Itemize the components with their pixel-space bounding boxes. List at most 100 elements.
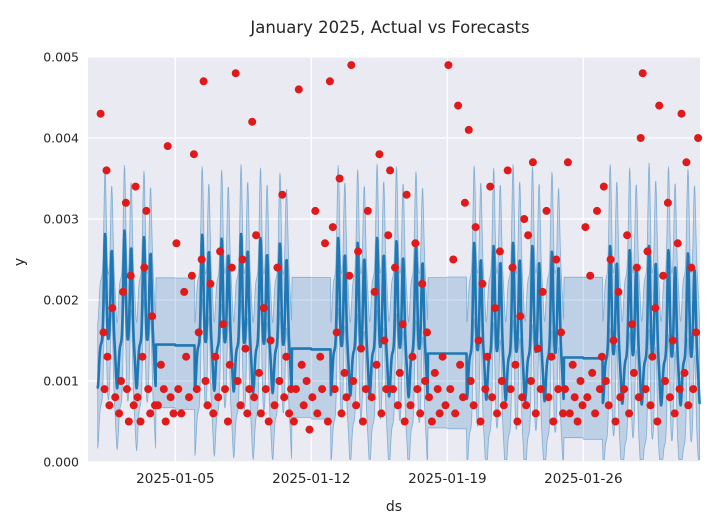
- actual-data-point: [119, 287, 127, 296]
- actual-data-point: [124, 417, 133, 426]
- actual-data-point: [476, 417, 485, 426]
- actual-data-point: [629, 368, 638, 377]
- actual-data-point: [347, 61, 356, 70]
- y-tick-label: 0.001: [43, 374, 79, 389]
- actual-data-point: [100, 385, 109, 394]
- actual-data-point: [478, 279, 487, 288]
- actual-data-point: [641, 385, 650, 394]
- actual-data-point: [435, 409, 444, 418]
- actual-data-point: [425, 393, 433, 402]
- actual-data-point: [345, 271, 354, 280]
- actual-data-point: [495, 247, 504, 256]
- actual-data-point: [692, 328, 701, 337]
- actual-data-point: [402, 190, 411, 199]
- actual-data-point: [115, 409, 124, 418]
- actual-data-point: [454, 101, 463, 110]
- actual-data-point: [503, 166, 512, 175]
- actual-data-point: [133, 393, 142, 402]
- actual-data-point: [252, 231, 261, 240]
- actual-data-point: [689, 385, 698, 394]
- actual-data-point: [380, 336, 389, 345]
- actual-data-point: [363, 206, 372, 215]
- actual-data-point: [491, 304, 499, 313]
- y-tick-label: 0.003: [43, 212, 79, 227]
- actual-data-point: [99, 328, 108, 337]
- actual-data-point: [565, 409, 574, 418]
- actual-data-point: [561, 385, 569, 394]
- actual-data-point: [601, 377, 610, 385]
- actual-data-point: [438, 352, 447, 361]
- actual-data-point: [161, 417, 170, 426]
- actual-data-point: [559, 409, 567, 418]
- actual-data-point: [275, 377, 284, 385]
- actual-data-point: [599, 182, 608, 191]
- actual-data-point: [156, 360, 165, 369]
- x-tick-label: 2025-01-19: [408, 471, 486, 487]
- actual-data-point: [172, 239, 181, 248]
- actual-data-point: [330, 385, 339, 394]
- actual-data-point: [372, 360, 381, 369]
- actual-data-point: [245, 385, 254, 394]
- actual-data-point: [460, 198, 469, 207]
- actual-data-point: [441, 401, 450, 410]
- actual-data-point: [219, 320, 227, 329]
- actual-data-point: [375, 150, 384, 159]
- actual-data-point: [261, 385, 270, 394]
- y-tick-labels: 0.000 0.001 0.002 0.003 0.004 0.005: [43, 50, 79, 470]
- actual-data-point: [677, 109, 686, 118]
- actual-data-point: [203, 401, 212, 410]
- actual-data-point: [264, 417, 273, 426]
- actual-data-point: [597, 352, 606, 361]
- actual-data-point: [406, 401, 415, 410]
- actual-data-point: [536, 385, 545, 394]
- actual-data-point: [581, 223, 590, 232]
- actual-data-point: [632, 263, 641, 272]
- actual-data-point: [273, 263, 282, 272]
- actual-data-point: [595, 385, 604, 394]
- actual-data-point: [163, 142, 172, 151]
- y-tick-label: 0.002: [43, 293, 79, 308]
- actual-data-point: [211, 352, 220, 361]
- actual-data-point: [377, 409, 386, 418]
- actual-data-point: [655, 101, 664, 110]
- actual-data-point: [614, 287, 623, 296]
- actual-data-point: [459, 393, 467, 402]
- actual-data-point: [209, 409, 218, 418]
- actual-data-point: [146, 409, 155, 418]
- actual-data-point: [206, 279, 215, 288]
- actual-data-point: [524, 231, 533, 240]
- actual-data-point: [675, 385, 684, 394]
- actual-data-point: [223, 417, 232, 426]
- actual-data-point: [606, 255, 615, 264]
- actual-data-point: [194, 328, 203, 337]
- actual-data-point: [243, 409, 252, 418]
- actual-data-point: [588, 368, 597, 377]
- actual-data-point: [342, 393, 351, 402]
- actual-data-point: [466, 377, 475, 385]
- actual-data-point: [576, 377, 585, 385]
- actual-data-point: [395, 368, 404, 377]
- actual-data-point: [180, 287, 189, 296]
- actual-data-point: [518, 393, 527, 402]
- actual-data-point: [297, 360, 306, 369]
- actual-data-point: [591, 409, 600, 418]
- actual-data-point: [241, 344, 250, 353]
- actual-data-point: [358, 417, 367, 426]
- actual-data-point: [511, 360, 520, 369]
- actual-data-point: [153, 401, 162, 410]
- actual-data-point: [105, 401, 114, 410]
- y-tick-label: 0.005: [43, 50, 79, 65]
- actual-data-point: [352, 401, 361, 410]
- actual-data-point: [382, 385, 391, 394]
- actual-data-point: [140, 263, 149, 272]
- x-tick-labels: 2025-01-05 2025-01-12 2025-01-19 2025-01-26: [136, 471, 622, 487]
- actual-data-point: [318, 385, 327, 394]
- actual-data-point: [316, 352, 325, 361]
- actual-data-point: [413, 385, 422, 394]
- actual-data-point: [225, 360, 234, 369]
- actual-data-point: [349, 377, 358, 385]
- actual-data-point: [604, 401, 613, 410]
- actual-data-point: [665, 393, 674, 402]
- actual-data-point: [493, 409, 501, 418]
